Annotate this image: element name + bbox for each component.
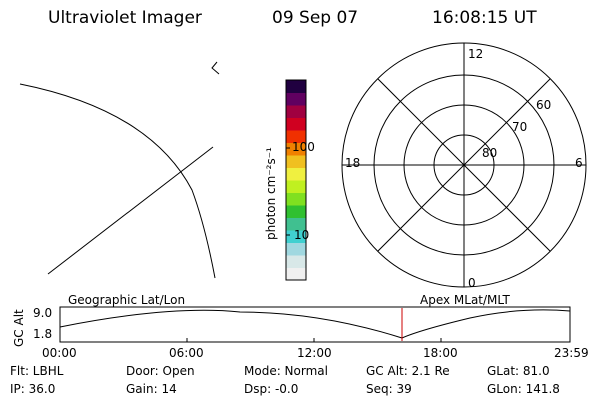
status-gc-alt: GC Alt: 2.1 Re <box>366 364 450 378</box>
colorbar-swatch <box>286 155 306 168</box>
altitude-curve <box>59 309 571 339</box>
colorbar-swatch <box>286 167 306 181</box>
date-label: 09 Sep 07 <box>272 8 359 28</box>
polar-label-70: 70 <box>512 120 528 134</box>
colorbar-swatch <box>286 130 306 143</box>
timeline-tick-label-0: 00:00 <box>42 346 77 360</box>
status-mode: Mode: Normal <box>244 364 328 378</box>
colorbar-swatch <box>286 105 306 118</box>
timeline-tick-label-2: 12:00 <box>297 346 332 360</box>
polar-label-80: 80 <box>482 146 498 160</box>
colorbar-label-100: 100 <box>292 140 315 154</box>
geographic-map <box>19 61 220 279</box>
colorbar-label-10: 10 <box>294 228 310 242</box>
colorbar-swatch <box>286 92 306 106</box>
map-meridian-line <box>47 146 214 275</box>
colorbar-swatch <box>286 230 306 243</box>
timeline-ylabel: GC Alt <box>12 309 26 347</box>
timeline-left-title: Geographic Lat/Lon <box>68 293 186 307</box>
timeline-right-title: Apex MLat/MLT <box>420 293 510 307</box>
timeline-ymin: 1.8 <box>33 327 53 341</box>
status-flt: Flt: LBHL <box>10 364 64 378</box>
colorbar-unit-label: photon cm⁻²s⁻¹ <box>264 147 278 240</box>
colorbar-swatch <box>286 117 306 131</box>
status-gain: Gain: 14 <box>126 382 177 396</box>
status-dsp: Dsp: -0.0 <box>244 382 299 396</box>
status-glon: GLon: 141.8 <box>487 382 560 396</box>
map-coastline-arc <box>19 83 216 279</box>
timeline-frame <box>59 306 571 343</box>
colorbar-swatch <box>286 142 306 156</box>
timeline-tick-label-4: 23:59 <box>554 346 589 360</box>
timeline-tick-label-1: 06:00 <box>169 346 204 360</box>
polar-label-6: 6 <box>575 156 583 170</box>
colorbar-swatch <box>286 192 306 206</box>
status-seq: Seq: 39 <box>366 382 412 396</box>
status-ip: IP: 36.0 <box>10 382 56 396</box>
colorbar-swatch <box>286 267 306 281</box>
polar-diagonal-2 <box>377 78 551 252</box>
colorbar <box>285 79 307 281</box>
timeline-plot <box>59 306 571 343</box>
timeline-tick-label-3: 18:00 <box>423 346 458 360</box>
time-label: 16:08:15 UT <box>432 8 537 28</box>
status-glat: GLat: 81.0 <box>487 364 550 378</box>
colorbar-swatch <box>286 180 306 193</box>
polar-label-12: 12 <box>468 47 484 61</box>
timeline-ymax: 9.0 <box>33 306 53 320</box>
polar-label-0: 0 <box>468 276 476 290</box>
colorbar-border <box>285 79 307 281</box>
polar-label-60: 60 <box>536 98 552 112</box>
instrument-title: Ultraviolet Imager <box>48 8 202 28</box>
colorbar-swatch <box>286 255 306 268</box>
colorbar-swatch <box>286 205 306 218</box>
map-marker <box>211 61 220 75</box>
colorbar-swatch <box>286 242 306 256</box>
polar-plot <box>341 42 587 288</box>
colorbar-swatch <box>286 217 306 231</box>
colorbar-swatch <box>286 80 306 93</box>
polar-label-18: 18 <box>345 156 361 170</box>
status-door: Door: Open <box>126 364 195 378</box>
